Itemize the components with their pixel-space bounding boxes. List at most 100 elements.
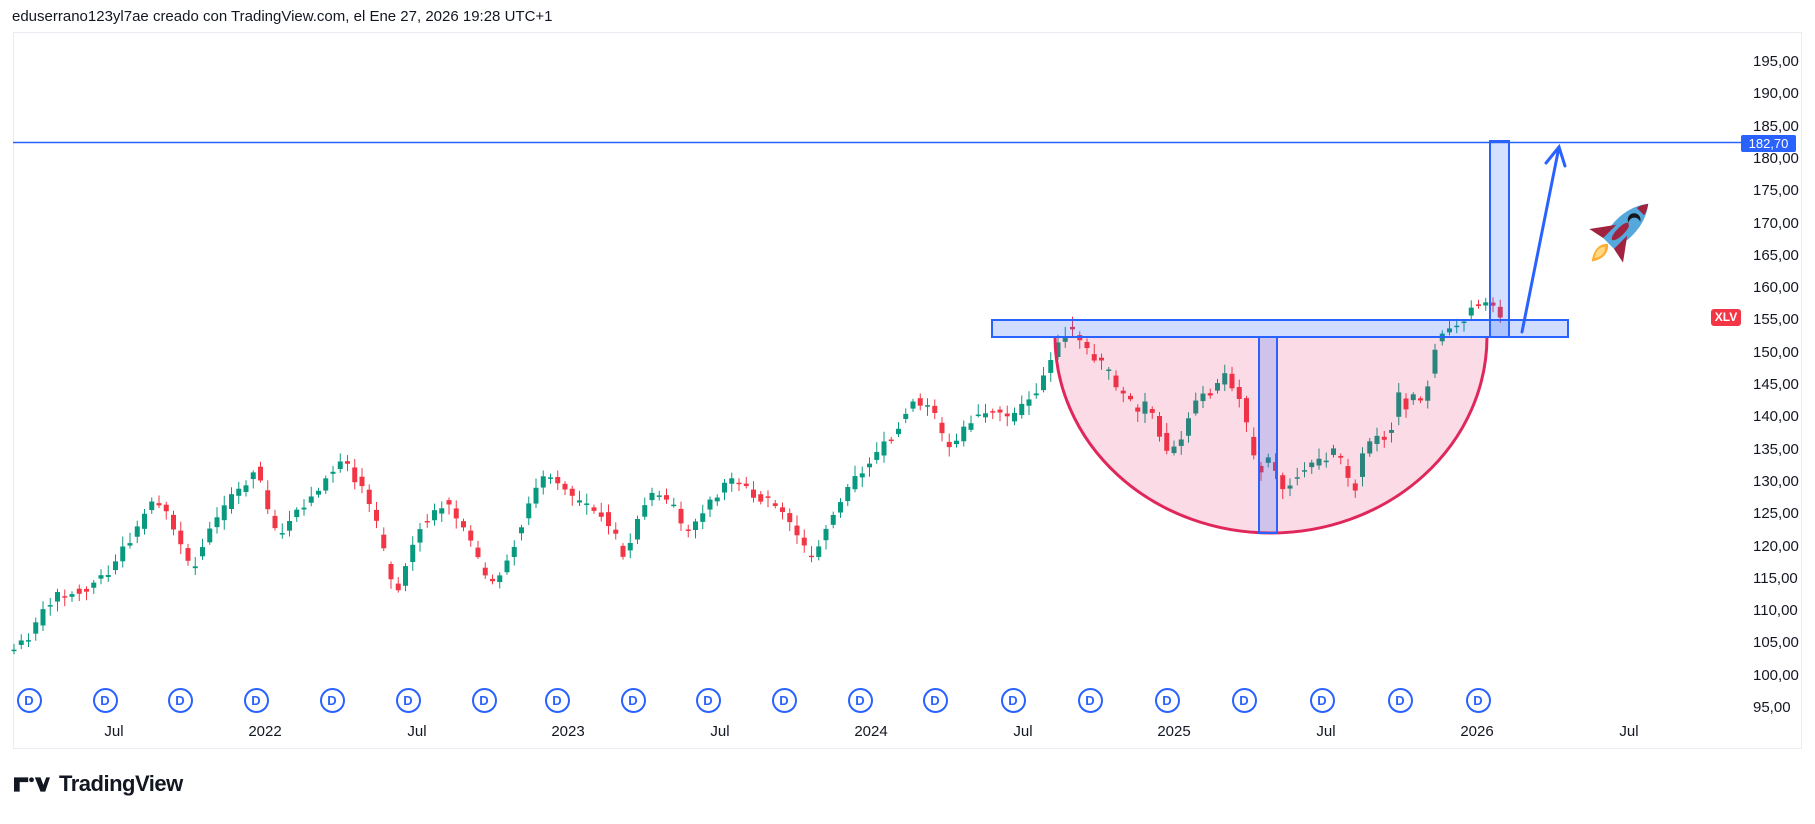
dividend-marker[interactable]: D — [1154, 687, 1180, 713]
dividend-marker[interactable]: D — [167, 687, 193, 713]
candle — [200, 538, 205, 560]
price-tick-label: 170,00 — [1753, 214, 1799, 232]
candle — [526, 496, 532, 526]
dividend-marker[interactable]: D — [695, 687, 721, 713]
dividend-marker[interactable]: D — [1231, 687, 1257, 713]
candle — [236, 481, 242, 504]
candle — [910, 398, 916, 412]
candle — [816, 540, 822, 561]
dividend-marker[interactable]: D — [16, 687, 42, 713]
candle — [91, 579, 97, 594]
candle — [635, 515, 640, 544]
candle — [171, 510, 176, 536]
time-tick-label: 2026 — [1460, 723, 1494, 740]
candle — [1171, 440, 1177, 456]
up-arrow[interactable] — [1520, 143, 1567, 334]
candle — [294, 507, 300, 522]
candle — [975, 404, 981, 418]
candle — [1331, 444, 1336, 458]
candle — [548, 473, 553, 484]
dividend-marker[interactable]: D — [620, 687, 646, 713]
dividend-marker[interactable]: D — [922, 687, 948, 713]
candle — [33, 617, 39, 641]
candle — [265, 480, 271, 514]
cup-pattern-fill[interactable] — [1054, 336, 1487, 534]
time-tick-label: Jul — [1619, 723, 1639, 740]
price-tick-label: 185,00 — [1753, 117, 1799, 135]
breakout-rect[interactable] — [1489, 140, 1510, 338]
candle — [1033, 383, 1039, 399]
rocket-emoji[interactable] — [1574, 187, 1665, 278]
candle — [1454, 318, 1460, 334]
candle — [461, 518, 466, 532]
dividend-marker[interactable]: D — [1465, 687, 1491, 713]
dividend-marker[interactable]: D — [771, 687, 797, 713]
candle — [1374, 427, 1380, 452]
candle — [939, 417, 945, 442]
candle — [997, 406, 1003, 422]
candle — [598, 502, 604, 522]
dividend-marker[interactable]: D — [395, 687, 421, 713]
candle — [555, 470, 561, 490]
dividend-marker[interactable]: D — [471, 687, 497, 713]
price-tick-label: 95,00 — [1753, 699, 1791, 716]
candle — [1149, 406, 1155, 419]
dividend-marker[interactable]: D — [243, 687, 269, 713]
candle — [272, 509, 278, 531]
candle — [1294, 467, 1300, 486]
price-tick-label: 125,00 — [1753, 505, 1799, 523]
candle — [968, 415, 974, 432]
candle — [359, 468, 365, 494]
candle — [1316, 448, 1322, 470]
candle — [874, 442, 880, 464]
candle — [243, 480, 249, 497]
resistance-zone-rect[interactable] — [991, 319, 1569, 338]
candle — [1381, 430, 1387, 448]
candle — [1265, 453, 1271, 468]
candle — [40, 601, 46, 631]
candle — [1360, 447, 1365, 487]
dividend-marker[interactable]: D — [1000, 687, 1026, 713]
candle — [1012, 407, 1017, 426]
candle — [1367, 437, 1373, 457]
dividend-marker[interactable]: D — [1387, 687, 1413, 713]
candle — [214, 507, 220, 534]
candle — [142, 508, 147, 535]
dividend-marker[interactable]: D — [847, 687, 873, 713]
candle — [685, 524, 691, 538]
price-tick-label: 195,00 — [1753, 53, 1799, 70]
candle — [1106, 366, 1112, 380]
candle — [867, 457, 872, 477]
candle — [417, 522, 423, 552]
dividend-marker[interactable]: D — [1309, 687, 1335, 713]
candle — [577, 490, 582, 507]
candle — [809, 546, 814, 563]
dividend-marker[interactable]: D — [92, 687, 118, 713]
time-tick-label: Jul — [407, 723, 427, 740]
candle — [693, 518, 698, 539]
candle — [606, 504, 611, 535]
tradingview-logo[interactable]: TradingView — [14, 770, 183, 798]
candle — [1055, 334, 1061, 360]
candle — [613, 522, 619, 540]
dividend-marker[interactable]: D — [544, 687, 570, 713]
time-tick-label: 2025 — [1157, 723, 1191, 740]
cup-depth-rect[interactable] — [1258, 336, 1278, 534]
time-tick-label: Jul — [104, 723, 124, 740]
price-tick-label: 110,00 — [1753, 602, 1798, 620]
candle — [105, 565, 111, 582]
price-tick-label: 145,00 — [1753, 376, 1799, 393]
candle — [453, 500, 459, 529]
price-tick-label: 180,00 — [1753, 149, 1799, 167]
candle — [1215, 378, 1220, 394]
candle — [482, 562, 488, 579]
candle — [830, 511, 836, 529]
candle — [838, 498, 843, 518]
candle — [1113, 370, 1119, 391]
candle — [845, 484, 851, 507]
dividend-marker[interactable]: D — [319, 687, 345, 713]
dividend-marker[interactable]: D — [1077, 687, 1103, 713]
candle — [722, 479, 727, 501]
price-tick-label: 135,00 — [1753, 440, 1799, 458]
